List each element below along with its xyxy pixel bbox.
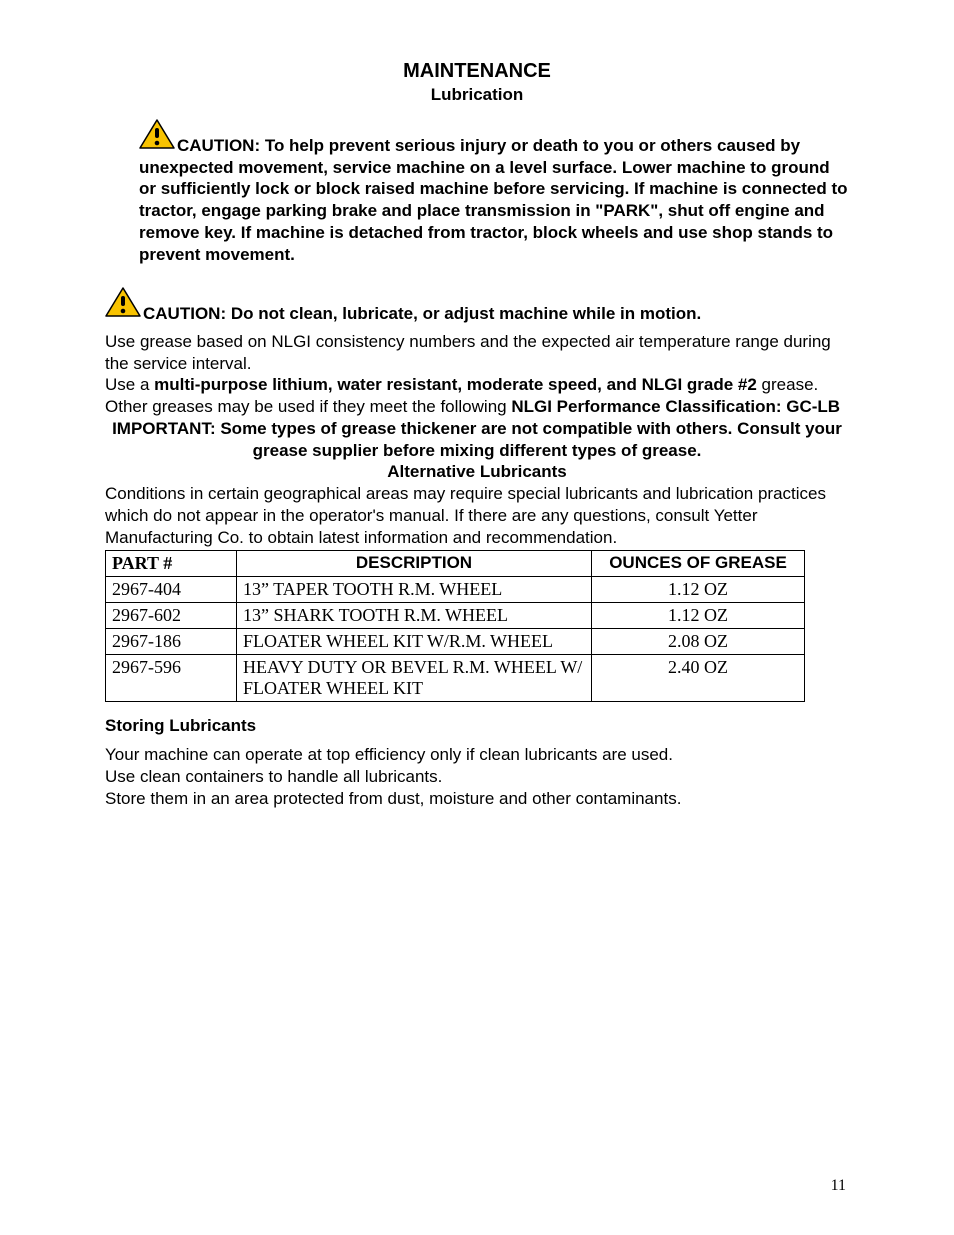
cell-part: 2967-596 xyxy=(106,655,237,702)
cell-part: 2967-186 xyxy=(106,629,237,655)
caution-text-2: CAUTION: Do not clean, lubricate, or adj… xyxy=(143,304,701,323)
cell-desc: HEAVY DUTY OR BEVEL R.M. WHEEL W/ FLOATE… xyxy=(237,655,592,702)
grease-intro: Use grease based on NLGI consistency num… xyxy=(105,331,849,375)
other-grease-line: Other greases may be used if they meet t… xyxy=(105,396,849,418)
storing-line-1: Your machine can operate at top efficien… xyxy=(105,744,849,766)
cell-desc: 13” SHARK TOOTH R.M. WHEEL xyxy=(237,603,592,629)
caution-block-2: CAUTION: Do not clean, lubricate, or adj… xyxy=(105,287,849,325)
table-row: 2967-186 FLOATER WHEEL KIT W/R.M. WHEEL … xyxy=(106,629,805,655)
use-a-bold: multi-purpose lithium, water resistant, … xyxy=(154,375,757,394)
cell-oz: 2.40 OZ xyxy=(592,655,805,702)
important-note: IMPORTANT: Some types of grease thickene… xyxy=(105,418,849,462)
table-header-row: PART # DESCRIPTION OUNCES OF GREASE xyxy=(106,551,805,577)
other-prefix: Other greases may be used if they meet t… xyxy=(105,397,511,416)
cell-desc: 13” TAPER TOOTH R.M. WHEEL xyxy=(237,577,592,603)
col-description: DESCRIPTION xyxy=(237,551,592,577)
cell-part: 2967-404 xyxy=(106,577,237,603)
use-a-line: Use a multi-purpose lithium, water resis… xyxy=(105,374,849,396)
page-subtitle: Lubrication xyxy=(105,85,849,105)
page-number: 11 xyxy=(831,1177,846,1195)
table-row: 2967-596 HEAVY DUTY OR BEVEL R.M. WHEEL … xyxy=(106,655,805,702)
grease-table: PART # DESCRIPTION OUNCES OF GREASE 2967… xyxy=(105,550,805,702)
alt-lubricants-heading: Alternative Lubricants xyxy=(105,461,849,483)
alt-lubricants-body: Conditions in certain geographical areas… xyxy=(105,483,849,548)
other-bold: NLGI Performance Classification: GC-LB xyxy=(511,397,840,416)
cell-oz: 2.08 OZ xyxy=(592,629,805,655)
cell-part: 2967-602 xyxy=(106,603,237,629)
page-title: MAINTENANCE xyxy=(105,60,849,83)
manual-page: MAINTENANCE Lubrication CAUTION: To help… xyxy=(0,0,954,1235)
use-a-suffix: grease. xyxy=(757,375,818,394)
cell-desc: FLOATER WHEEL KIT W/R.M. WHEEL xyxy=(237,629,592,655)
storing-line-2: Use clean containers to handle all lubri… xyxy=(105,766,849,788)
caution-icon xyxy=(105,287,141,323)
table-row: 2967-404 13” TAPER TOOTH R.M. WHEEL 1.12… xyxy=(106,577,805,603)
cell-oz: 1.12 OZ xyxy=(592,603,805,629)
table-row: 2967-602 13” SHARK TOOTH R.M. WHEEL 1.12… xyxy=(106,603,805,629)
storing-heading: Storing Lubricants xyxy=(105,716,849,736)
caution-text-1: CAUTION: To help prevent serious injury … xyxy=(139,136,848,264)
col-part: PART # xyxy=(106,551,237,577)
caution-icon xyxy=(139,119,175,155)
storing-line-3: Store them in an area protected from dus… xyxy=(105,788,849,810)
cell-oz: 1.12 OZ xyxy=(592,577,805,603)
use-a-prefix: Use a xyxy=(105,375,154,394)
caution-block-1: CAUTION: To help prevent serious injury … xyxy=(139,119,849,265)
col-ounces: OUNCES OF GREASE xyxy=(592,551,805,577)
